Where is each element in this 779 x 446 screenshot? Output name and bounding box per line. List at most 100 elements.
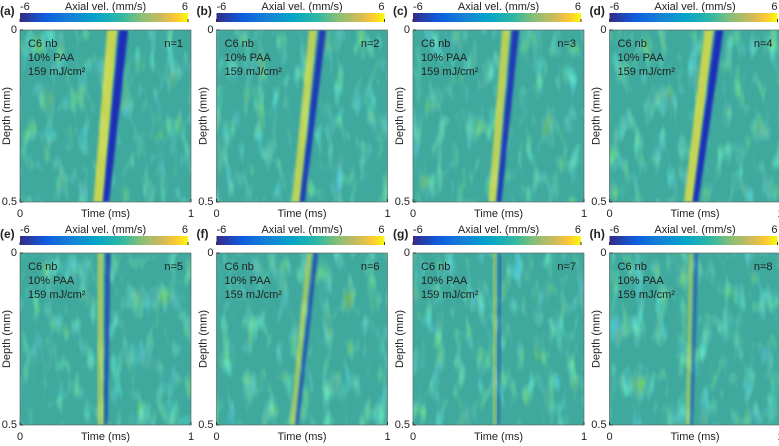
streak-yellow (292, 30, 318, 202)
x-axis-label: Time (ms) (670, 208, 719, 220)
heatmap-image (413, 30, 584, 202)
annotation: 10% PAA (618, 52, 665, 64)
y-tick-label: 0.5 (395, 196, 410, 208)
panel-label: (g) (393, 227, 408, 241)
colorbar-tick-label: -6 (20, 224, 30, 236)
y-tick-label: 0 (600, 247, 606, 259)
plot-frame (216, 29, 388, 203)
n-label: n=8 (754, 261, 773, 273)
x-tick-label: 0 (606, 431, 612, 443)
y-axis-label: Depth (mm) (1, 87, 13, 145)
annotation: 10% PAA (28, 275, 75, 287)
plot-frame (19, 29, 192, 203)
colorbar (413, 13, 581, 22)
streak-yellow (488, 30, 511, 202)
annotation: 10% PAA (421, 275, 468, 287)
y-tick-label: 0 (600, 24, 606, 36)
colorbar-tick-label: 6 (182, 224, 188, 236)
panel-label: (h) (590, 227, 605, 241)
streak-blue (102, 30, 129, 202)
panel-label: (a) (0, 4, 15, 18)
streak-blue (496, 30, 520, 202)
colorbar-label: Axial vel. (mm/s) (261, 1, 342, 13)
plot-frame (609, 29, 779, 203)
colorbar-tick-label: 6 (771, 1, 777, 13)
colorbar (20, 236, 188, 245)
x-tick-label: 1 (384, 431, 390, 443)
colorbar-tick-label: 6 (182, 1, 188, 13)
colorbar-tick-label: 6 (378, 1, 384, 13)
x-tick-label: 0 (410, 431, 416, 443)
annotation: C6 nb (421, 261, 450, 273)
annotation: C6 nb (225, 38, 254, 50)
colorbar-tick-label: -6 (413, 224, 423, 236)
colorbar-label: Axial vel. (mm/s) (65, 1, 146, 13)
streak-blue (295, 253, 318, 425)
annotation: C6 nb (618, 261, 647, 273)
streak-yellow (93, 30, 118, 202)
y-tick-label: 0.5 (198, 419, 213, 431)
y-tick-label: 0.5 (591, 196, 606, 208)
y-axis-label: Depth (mm) (590, 87, 602, 145)
x-tick-label: 0 (213, 208, 219, 220)
colorbar-tick-label: -6 (217, 224, 227, 236)
annotation: 159 mJ/cm² (28, 66, 86, 78)
x-tick-label: 0 (17, 431, 23, 443)
colorbar-label: Axial vel. (mm/s) (458, 224, 539, 236)
x-tick-label: 1 (581, 431, 587, 443)
colorbar-label: Axial vel. (mm/s) (65, 224, 146, 236)
plot-frame (412, 29, 585, 203)
annotation: 10% PAA (28, 52, 75, 64)
x-tick-label: 1 (581, 208, 587, 220)
y-axis-label: Depth (mm) (197, 310, 209, 368)
x-tick-label: 1 (188, 431, 194, 443)
x-axis-label: Time (ms) (474, 431, 523, 443)
panel-label: (f) (197, 227, 209, 241)
colorbar (609, 13, 778, 22)
colorbar-label: Axial vel. (mm/s) (261, 224, 342, 236)
n-label: n=5 (164, 261, 183, 273)
x-tick-label: 1 (777, 431, 779, 443)
n-label: n=3 (557, 38, 576, 50)
streak-blue (497, 253, 502, 425)
x-tick-label: 1 (188, 208, 194, 220)
y-tick-label: 0 (11, 247, 17, 259)
n-label: n=7 (557, 261, 576, 273)
colorbar-tick-label: 6 (378, 224, 384, 236)
annotation: 159 mJ/cm² (618, 66, 676, 78)
colorbar (413, 236, 581, 245)
streak-blue (299, 30, 327, 202)
x-axis-label: Time (ms) (277, 208, 326, 220)
heatmap-image (216, 253, 388, 425)
y-axis-label: Depth (mm) (197, 87, 209, 145)
heatmap-image (609, 253, 779, 425)
n-label: n=4 (754, 38, 773, 50)
annotation: 10% PAA (225, 275, 272, 287)
x-tick-label: 0 (410, 208, 416, 220)
heatmap-image (216, 30, 388, 202)
colorbar-tick-label: -6 (217, 1, 227, 13)
heatmap-image (20, 253, 191, 425)
panel-label: (e) (0, 227, 15, 241)
colorbar-tick-label: 6 (575, 224, 581, 236)
panel-label: (d) (590, 4, 605, 18)
y-tick-label: 0.5 (395, 419, 410, 431)
panel-label: (b) (197, 4, 212, 18)
plot-frame (412, 252, 585, 426)
plot-frame (19, 252, 192, 426)
annotation: 159 mJ/cm² (28, 289, 86, 301)
plot-frame (609, 252, 779, 426)
colorbar-label: Axial vel. (mm/s) (654, 1, 735, 13)
streak-yellow (684, 30, 714, 202)
streak-blue (692, 30, 724, 202)
y-axis-label: Depth (mm) (1, 310, 13, 368)
x-tick-label: 0 (606, 208, 612, 220)
colorbar-label: Axial vel. (mm/s) (458, 1, 539, 13)
annotation: C6 nb (618, 38, 647, 50)
y-tick-label: 0 (404, 24, 410, 36)
colorbar-tick-label: -6 (610, 224, 620, 236)
annotation: 10% PAA (421, 52, 468, 64)
colorbar-tick-label: 6 (575, 1, 581, 13)
streak-blue (690, 253, 698, 425)
